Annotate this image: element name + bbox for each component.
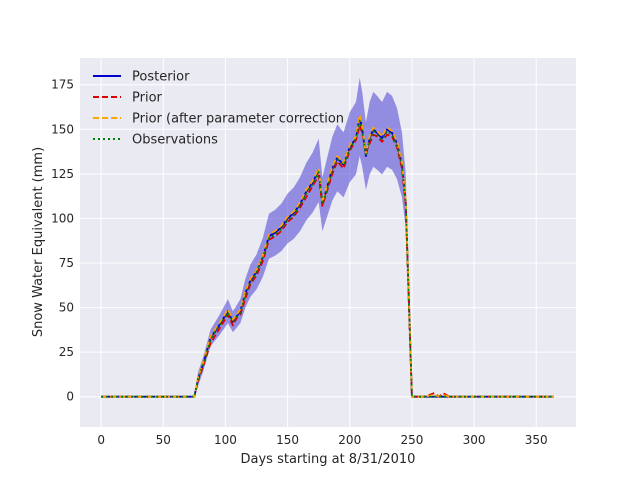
x-tick-label: 350 bbox=[525, 433, 548, 447]
y-tick-label: 75 bbox=[59, 256, 74, 270]
y-tick-label: 0 bbox=[66, 390, 74, 404]
y-tick-label: 150 bbox=[51, 122, 74, 136]
series-line-2 bbox=[101, 114, 554, 398]
x-tick-label: 200 bbox=[338, 433, 361, 447]
y-tick-label: 125 bbox=[51, 167, 74, 181]
y-tick-label: 50 bbox=[59, 301, 74, 315]
series-lines bbox=[101, 114, 554, 398]
legend-label-1: Prior bbox=[132, 91, 163, 106]
x-axis-label: Days starting at 8/31/2010 bbox=[241, 452, 416, 467]
x-tick-label: 150 bbox=[276, 433, 299, 447]
y-tick-label: 175 bbox=[51, 78, 74, 92]
legend: Posterior Prior Prior (after parameter cor… bbox=[93, 70, 344, 148]
plot-background bbox=[80, 58, 576, 427]
y-tick-labels: 0 25 50 75 100 125 150 175 bbox=[51, 78, 74, 404]
x-tick-label: 250 bbox=[400, 433, 423, 447]
legend-label-2: Prior (after parameter correction bbox=[132, 112, 344, 127]
y-tick-label: 25 bbox=[59, 345, 74, 359]
x-tick-label: 0 bbox=[97, 433, 105, 447]
x-tick-label: 50 bbox=[156, 433, 171, 447]
x-tick-labels: 0 50 100 150 200 250 300 350 bbox=[97, 433, 547, 447]
y-tick-label: 100 bbox=[51, 211, 74, 225]
legend-label-0: Posterior bbox=[132, 70, 190, 85]
x-tick-label: 300 bbox=[463, 433, 486, 447]
legend-label-3: Observations bbox=[132, 133, 218, 148]
y-axis-label: Snow Water Equivalent (mm) bbox=[31, 147, 46, 337]
x-tick-label: 100 bbox=[214, 433, 237, 447]
